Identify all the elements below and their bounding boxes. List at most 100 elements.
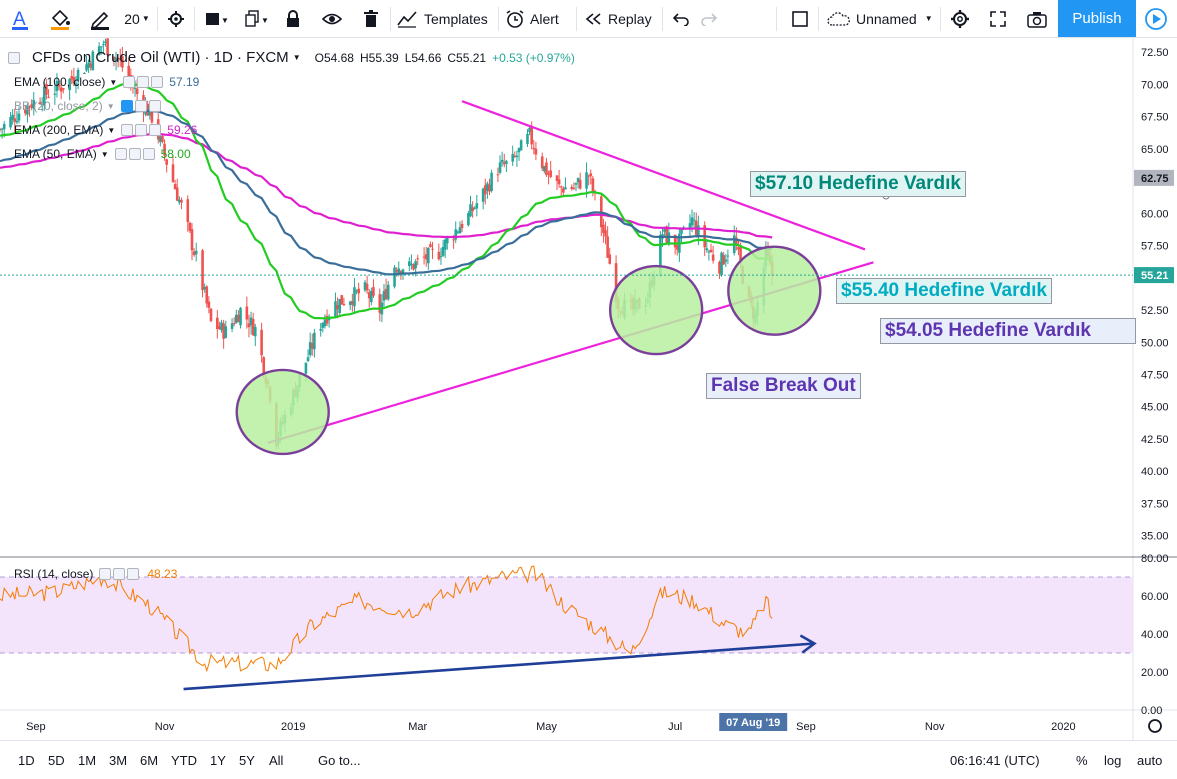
candle-body [319, 328, 323, 331]
alert-label: Alert [530, 10, 559, 27]
undo-icon[interactable] [668, 0, 694, 37]
target-57-annotation[interactable]: $57.10 Hedefine Vardık [750, 171, 966, 197]
eye-icon[interactable] [123, 76, 136, 88]
time-tick-label: Nov [155, 721, 175, 733]
symbol-legend: CFDs on Crude Oil (WTI) · 1D · FXCM ▼ O5… [6, 49, 575, 66]
target-54-annotation[interactable]: $54.05 Hedefine Vardık [880, 318, 1136, 344]
candle-body [26, 105, 29, 115]
gear-icon[interactable] [113, 568, 126, 580]
eye-icon[interactable] [318, 0, 346, 37]
close-icon[interactable] [151, 76, 164, 88]
candle-body [471, 207, 474, 212]
candle-body [705, 248, 709, 251]
candle-body [313, 332, 316, 350]
lock-icon[interactable] [280, 0, 306, 37]
ema100-line[interactable] [0, 109, 773, 276]
candle-body [363, 282, 367, 291]
ema200-line[interactable] [0, 132, 773, 239]
rsi-legend[interactable]: RSI (14, close) 48.23 [14, 567, 177, 581]
gear-icon[interactable] [128, 148, 141, 160]
circle-dec-low[interactable] [235, 368, 330, 456]
camera-icon[interactable] [1022, 0, 1052, 37]
clone-icon[interactable]: ▼ [240, 0, 272, 37]
axis-settings-gear-icon[interactable] [1148, 719, 1162, 733]
close-icon[interactable] [142, 148, 155, 160]
range-1m[interactable]: 1M [78, 752, 97, 768]
trash-icon[interactable] [358, 0, 384, 37]
false-break-annotation[interactable]: False Break Out [706, 373, 861, 399]
font-size-select[interactable]: 20 ▼ [122, 0, 152, 37]
time-tick-label: Mar [408, 721, 427, 733]
candle-body [578, 179, 582, 189]
circle-aug-low[interactable] [727, 245, 822, 336]
eye-icon[interactable] [121, 124, 134, 136]
close-icon[interactable] [149, 124, 162, 136]
chevron-down-icon[interactable]: ▼ [292, 53, 301, 62]
chart-area[interactable]: 72.5070.0067.5065.0062.5060.0057.5055.00… [0, 38, 1177, 740]
gear-icon[interactable] [134, 100, 147, 112]
layers-icon[interactable]: ▼ [200, 0, 232, 37]
ema50-legend[interactable]: EMA (50, EMA) ▼ 58.00 [14, 147, 191, 161]
fullscreen-toggle-icon[interactable] [786, 0, 814, 37]
candle-body [393, 267, 396, 287]
time-tick-label: Jul [668, 721, 682, 733]
templates-button[interactable]: Templates [396, 0, 492, 37]
replay-button[interactable]: Replay [584, 0, 658, 37]
settings-gear-icon[interactable] [946, 0, 974, 37]
range-all[interactable]: All [269, 752, 284, 768]
redo-icon[interactable] [696, 0, 722, 37]
target-55-annotation[interactable]: $55.40 Hedefine Vardık [836, 278, 1052, 304]
close-icon[interactable] [148, 100, 161, 112]
price-axis[interactable] [1133, 38, 1177, 740]
rsi-line[interactable] [0, 565, 773, 673]
range-5y[interactable]: 5Y [239, 752, 255, 768]
eye-off-icon[interactable] [120, 100, 133, 112]
range-6m[interactable]: 6M [140, 752, 159, 768]
auto-toggle[interactable]: auto [1137, 752, 1163, 768]
eye-icon[interactable] [99, 568, 112, 580]
price-marker-tag[interactable] [1134, 169, 1174, 186]
ema200-legend[interactable]: EMA (200, EMA) ▼ 59.26 [14, 123, 197, 137]
range-ytd[interactable]: YTD [171, 752, 197, 768]
pencil-icon[interactable] [84, 0, 116, 37]
play-circle-icon[interactable] [1140, 0, 1172, 37]
range-1y[interactable]: 1Y [210, 752, 226, 768]
layout-name-button[interactable]: Unnamed ▼ [826, 0, 938, 37]
eye-icon[interactable] [114, 148, 127, 160]
candle-body [454, 229, 458, 240]
fullscreen-icon[interactable] [984, 0, 1012, 37]
gear-icon[interactable] [137, 76, 150, 88]
upper-trendline[interactable] [461, 100, 866, 251]
ema100-legend[interactable]: EMA (100, close) ▼ 57.19 [14, 75, 199, 89]
log-toggle[interactable]: log [1104, 752, 1122, 768]
range-5d[interactable]: 5D [48, 752, 65, 768]
close-icon[interactable] [127, 568, 140, 580]
goto-button[interactable]: Go to... [318, 741, 361, 779]
collapse-icon[interactable] [8, 51, 20, 64]
ema200-value: 59.26 [167, 123, 198, 137]
candle-body [591, 178, 595, 192]
alert-button[interactable]: Alert [504, 0, 570, 37]
last-price-tag[interactable] [1134, 267, 1174, 284]
range-1d[interactable]: 1D [18, 752, 35, 768]
range-3m[interactable]: 3M [109, 752, 128, 768]
gear-icon[interactable] [163, 0, 189, 37]
candle-body [431, 248, 434, 250]
candle-body [203, 286, 206, 290]
candle-body [106, 38, 109, 56]
bb-legend[interactable]: BB (20, close, 2) ▼ [14, 99, 161, 113]
symbol-title[interactable]: CFDs on Crude Oil (WTI) · 1D · FXCM [32, 49, 289, 66]
text-color-icon[interactable]: A [4, 0, 36, 37]
crosshair-date-tag[interactable] [719, 713, 788, 731]
percent-toggle[interactable]: % [1076, 752, 1088, 768]
candle-body [334, 301, 337, 318]
candle-body [353, 287, 356, 307]
candle-body [697, 225, 700, 238]
candle-body [384, 288, 388, 299]
publish-button[interactable]: Publish [1058, 0, 1136, 37]
rsi-trendline[interactable] [183, 642, 815, 691]
fill-bucket-icon[interactable] [44, 0, 76, 37]
gear-icon[interactable] [135, 124, 148, 136]
circle-june-low[interactable] [608, 264, 704, 356]
clock-time[interactable]: 06:16:41 (UTC) [950, 752, 1040, 768]
